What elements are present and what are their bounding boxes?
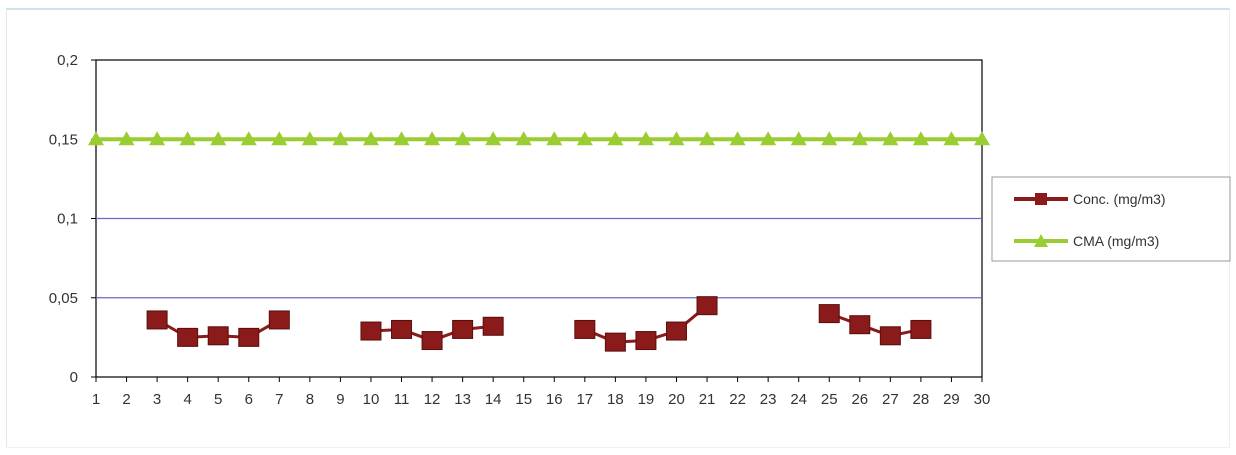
x-tick-label: 21 <box>699 391 716 408</box>
x-tick-label: 30 <box>974 391 991 408</box>
data-point-cma <box>790 131 807 146</box>
x-tick-label: 17 <box>576 391 593 408</box>
data-point-cma <box>851 131 868 146</box>
data-point-conc <box>849 315 871 335</box>
series-group <box>88 131 990 352</box>
legend-marker-cma <box>1034 234 1048 247</box>
x-tick-label: 22 <box>729 391 746 408</box>
data-point-cma <box>301 131 318 146</box>
y-tick-label: 0,15 <box>49 131 78 148</box>
data-point-conc <box>238 327 260 347</box>
data-point-conc <box>665 321 687 341</box>
y-tick-label: 0,05 <box>49 290 78 307</box>
data-point-cma <box>362 131 379 146</box>
data-point-cma <box>454 131 471 146</box>
x-tick-label: 27 <box>882 391 899 408</box>
legend-label-cma: CMA (mg/m3) <box>1073 233 1159 249</box>
data-point-cma <box>760 131 777 146</box>
data-point-cma <box>393 131 410 146</box>
data-point-conc <box>391 319 413 339</box>
x-tick-label: 11 <box>394 391 410 408</box>
data-point-cma <box>332 131 349 146</box>
data-point-cma <box>118 131 135 146</box>
x-tick-label: 2 <box>122 391 130 408</box>
x-tick-label: 3 <box>153 391 161 408</box>
data-point-cma <box>271 131 288 146</box>
x-tick-label: 4 <box>183 391 191 408</box>
x-tick-label: 14 <box>485 391 502 408</box>
data-point-cma <box>668 131 685 146</box>
data-point-cma <box>515 131 532 146</box>
data-point-cma <box>637 131 654 146</box>
data-point-conc <box>818 304 840 324</box>
data-point-cma <box>210 131 227 146</box>
data-point-conc <box>268 310 290 330</box>
x-tick-label: 26 <box>851 391 868 408</box>
data-point-conc <box>421 331 443 351</box>
x-tick-label: 13 <box>454 391 471 408</box>
data-point-cma <box>179 131 196 146</box>
x-tick-label: 16 <box>546 391 563 408</box>
x-tick-label: 25 <box>821 391 838 408</box>
data-point-cma <box>912 131 929 146</box>
x-tick-label: 23 <box>760 391 777 408</box>
data-point-cma <box>485 131 502 146</box>
data-point-conc <box>452 319 474 339</box>
x-tick-label: 10 <box>363 391 380 408</box>
data-point-conc <box>146 310 168 330</box>
data-point-cma <box>576 131 593 146</box>
x-tick-label: 28 <box>913 391 930 408</box>
x-tick-label: 18 <box>607 391 624 408</box>
data-point-conc <box>574 319 596 339</box>
legend: Conc. (mg/m3) CMA (mg/m3) <box>991 176 1231 262</box>
data-point-cma <box>882 131 899 146</box>
data-point-conc <box>482 316 504 336</box>
data-point-conc <box>177 327 199 347</box>
y-tick-label: 0,2 <box>57 52 78 69</box>
data-point-cma <box>240 131 257 146</box>
x-axis: 1 2 3 4 5 6 7 8 9 10 11 12 13 14 15 16 17 18 19 20 21 22 23 24 2… <box>92 377 991 408</box>
x-tick-label: 8 <box>306 391 314 408</box>
data-point-conc <box>604 332 626 352</box>
y-tick-label: 0 <box>70 369 78 386</box>
x-tick-label: 5 <box>214 391 222 408</box>
x-tick-label: 6 <box>245 391 253 408</box>
legend-box <box>991 176 1231 262</box>
data-point-cma <box>729 131 746 146</box>
x-tick-label: 7 <box>275 391 283 408</box>
y-axis: 0 0,05 0,1 0,15 0,2 <box>49 52 96 386</box>
data-point-cma <box>546 131 563 146</box>
x-tick-label: 24 <box>790 391 807 408</box>
x-tick-label: 19 <box>638 391 655 408</box>
data-point-conc <box>635 331 657 351</box>
data-point-cma <box>607 131 624 146</box>
x-tick-label: 12 <box>424 391 441 408</box>
legend-marker-conc <box>1035 193 1047 205</box>
data-point-conc <box>696 296 718 316</box>
data-point-cma <box>424 131 441 146</box>
data-point-cma <box>699 131 716 146</box>
data-point-conc <box>910 319 932 339</box>
legend-label-conc: Conc. (mg/m3) <box>1073 191 1166 207</box>
data-point-conc <box>879 326 901 346</box>
data-point-cma <box>149 131 166 146</box>
x-tick-label: 29 <box>943 391 960 408</box>
x-tick-label: 20 <box>668 391 685 408</box>
data-point-cma <box>943 131 960 146</box>
y-tick-label: 0,1 <box>57 211 78 228</box>
data-point-cma <box>88 131 104 146</box>
data-point-cma <box>821 131 838 146</box>
x-tick-label: 1 <box>92 391 100 408</box>
x-tick-label: 15 <box>515 391 532 408</box>
x-tick-label: 9 <box>336 391 344 408</box>
data-point-cma <box>974 131 990 146</box>
data-point-conc <box>207 326 229 346</box>
data-point-conc <box>360 321 382 341</box>
